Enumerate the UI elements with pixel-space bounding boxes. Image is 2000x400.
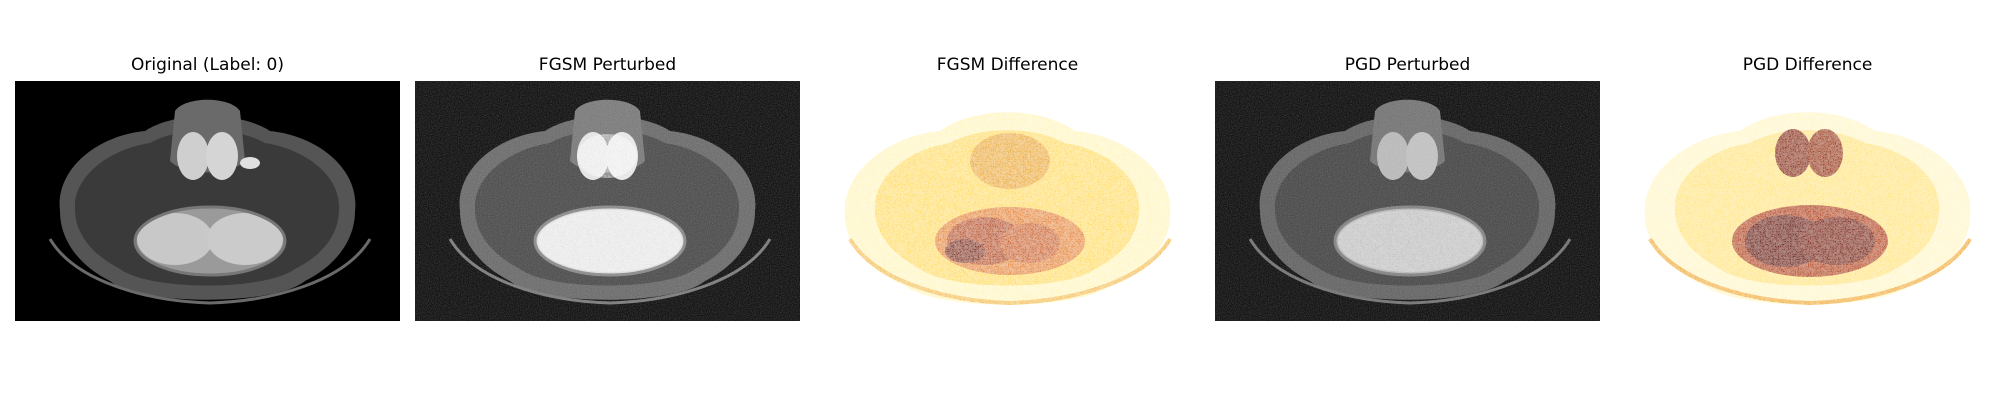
panel-title: Original (Label: 0) [131, 55, 284, 75]
panel-title: PGD Difference [1742, 55, 1873, 75]
mri-fgsm-perturbed-image [415, 81, 800, 321]
mri-pgd-perturbed-image [1215, 81, 1600, 321]
mri-original-image [15, 81, 400, 321]
fgsm-difference-heatmap [815, 81, 1200, 321]
panel-title: FGSM Perturbed [538, 55, 677, 75]
panel-title: PGD Perturbed [1344, 55, 1471, 75]
panel-title: FGSM Difference [936, 55, 1079, 75]
pgd-difference-heatmap [1615, 81, 2000, 321]
